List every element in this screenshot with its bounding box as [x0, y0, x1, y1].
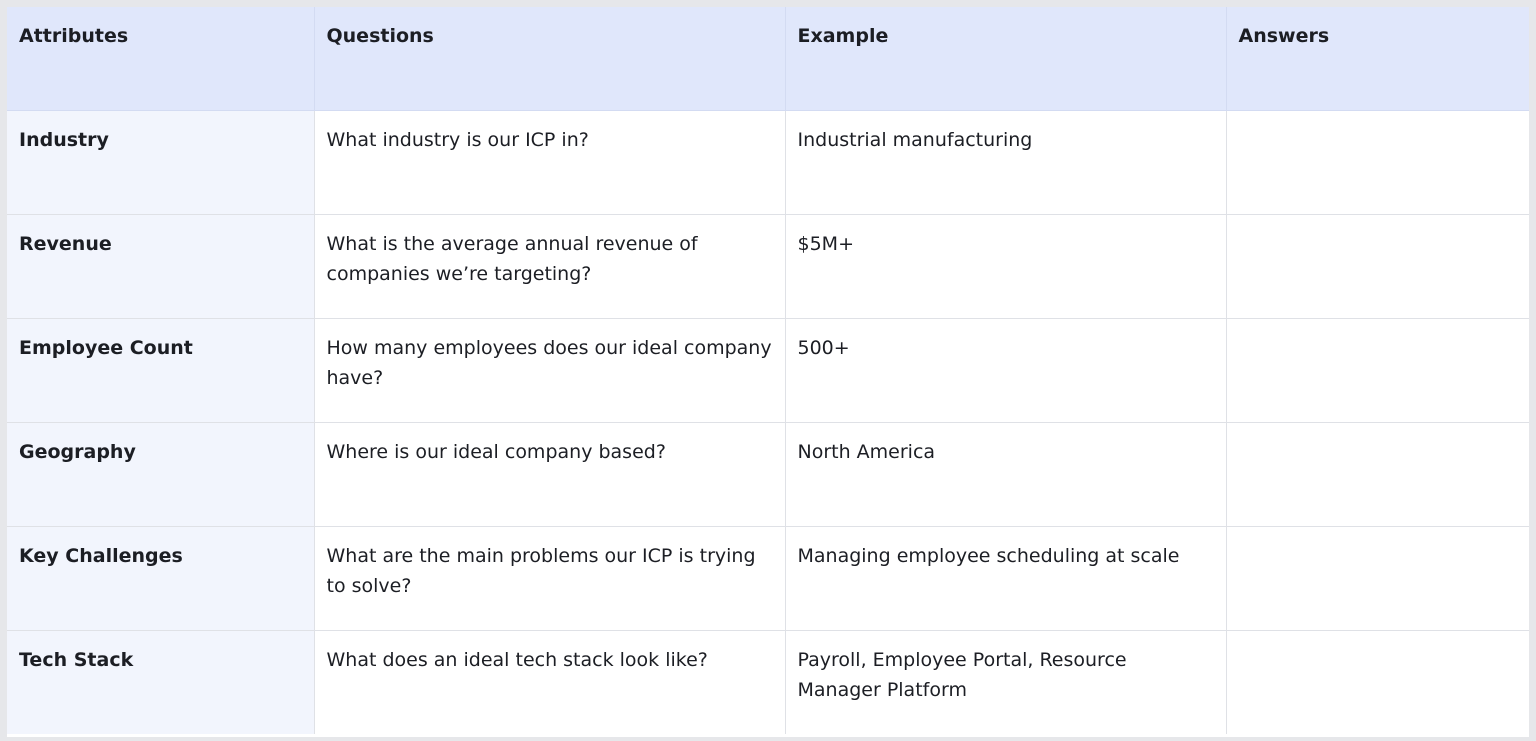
example-cell: Payroll, Employee Portal, Resource Manag…	[784, 630, 1226, 734]
example-cell: 500+	[784, 318, 1226, 423]
attribute-cell: Key Challenges	[7, 526, 314, 631]
table-row: Tech Stack What does an ideal tech stack…	[7, 630, 1529, 734]
example-cell: $5M+	[784, 214, 1226, 319]
answer-cell[interactable]	[1225, 630, 1529, 734]
example-cell: Industrial manufacturing	[784, 110, 1226, 215]
answer-cell[interactable]	[1225, 526, 1529, 631]
answer-cell[interactable]	[1225, 318, 1529, 423]
example-cell: North America	[784, 422, 1226, 527]
question-cell: How many employees does our ideal compan…	[313, 318, 785, 423]
attribute-cell: Tech Stack	[7, 630, 314, 734]
table-row: Revenue What is the average annual reven…	[7, 214, 1529, 319]
table-row: Key Challenges What are the main problem…	[7, 526, 1529, 631]
answer-cell[interactable]	[1225, 110, 1529, 215]
icp-table-frame: Attributes Questions Example Answers Ind…	[7, 7, 1529, 737]
example-cell: Managing employee scheduling at scale	[784, 526, 1226, 631]
header-answers: Answers	[1225, 7, 1529, 111]
question-cell: What is the average annual revenue of co…	[313, 214, 785, 319]
header-attributes: Attributes	[7, 7, 314, 111]
attribute-cell: Employee Count	[7, 318, 314, 423]
question-cell: Where is our ideal company based?	[313, 422, 785, 527]
attribute-cell: Geography	[7, 422, 314, 527]
answer-cell[interactable]	[1225, 422, 1529, 527]
table-header-row: Attributes Questions Example Answers	[7, 7, 1529, 111]
attribute-cell: Industry	[7, 110, 314, 215]
question-cell: What are the main problems our ICP is tr…	[313, 526, 785, 631]
question-cell: What does an ideal tech stack look like?	[313, 630, 785, 734]
icp-attributes-table: Attributes Questions Example Answers Ind…	[7, 7, 1529, 734]
table-row: Geography Where is our ideal company bas…	[7, 422, 1529, 527]
header-example: Example	[784, 7, 1226, 111]
attribute-cell: Revenue	[7, 214, 314, 319]
question-cell: What industry is our ICP in?	[313, 110, 785, 215]
header-questions: Questions	[313, 7, 785, 111]
answer-cell[interactable]	[1225, 214, 1529, 319]
table-row: Industry What industry is our ICP in? In…	[7, 110, 1529, 215]
table-row: Employee Count How many employees does o…	[7, 318, 1529, 423]
